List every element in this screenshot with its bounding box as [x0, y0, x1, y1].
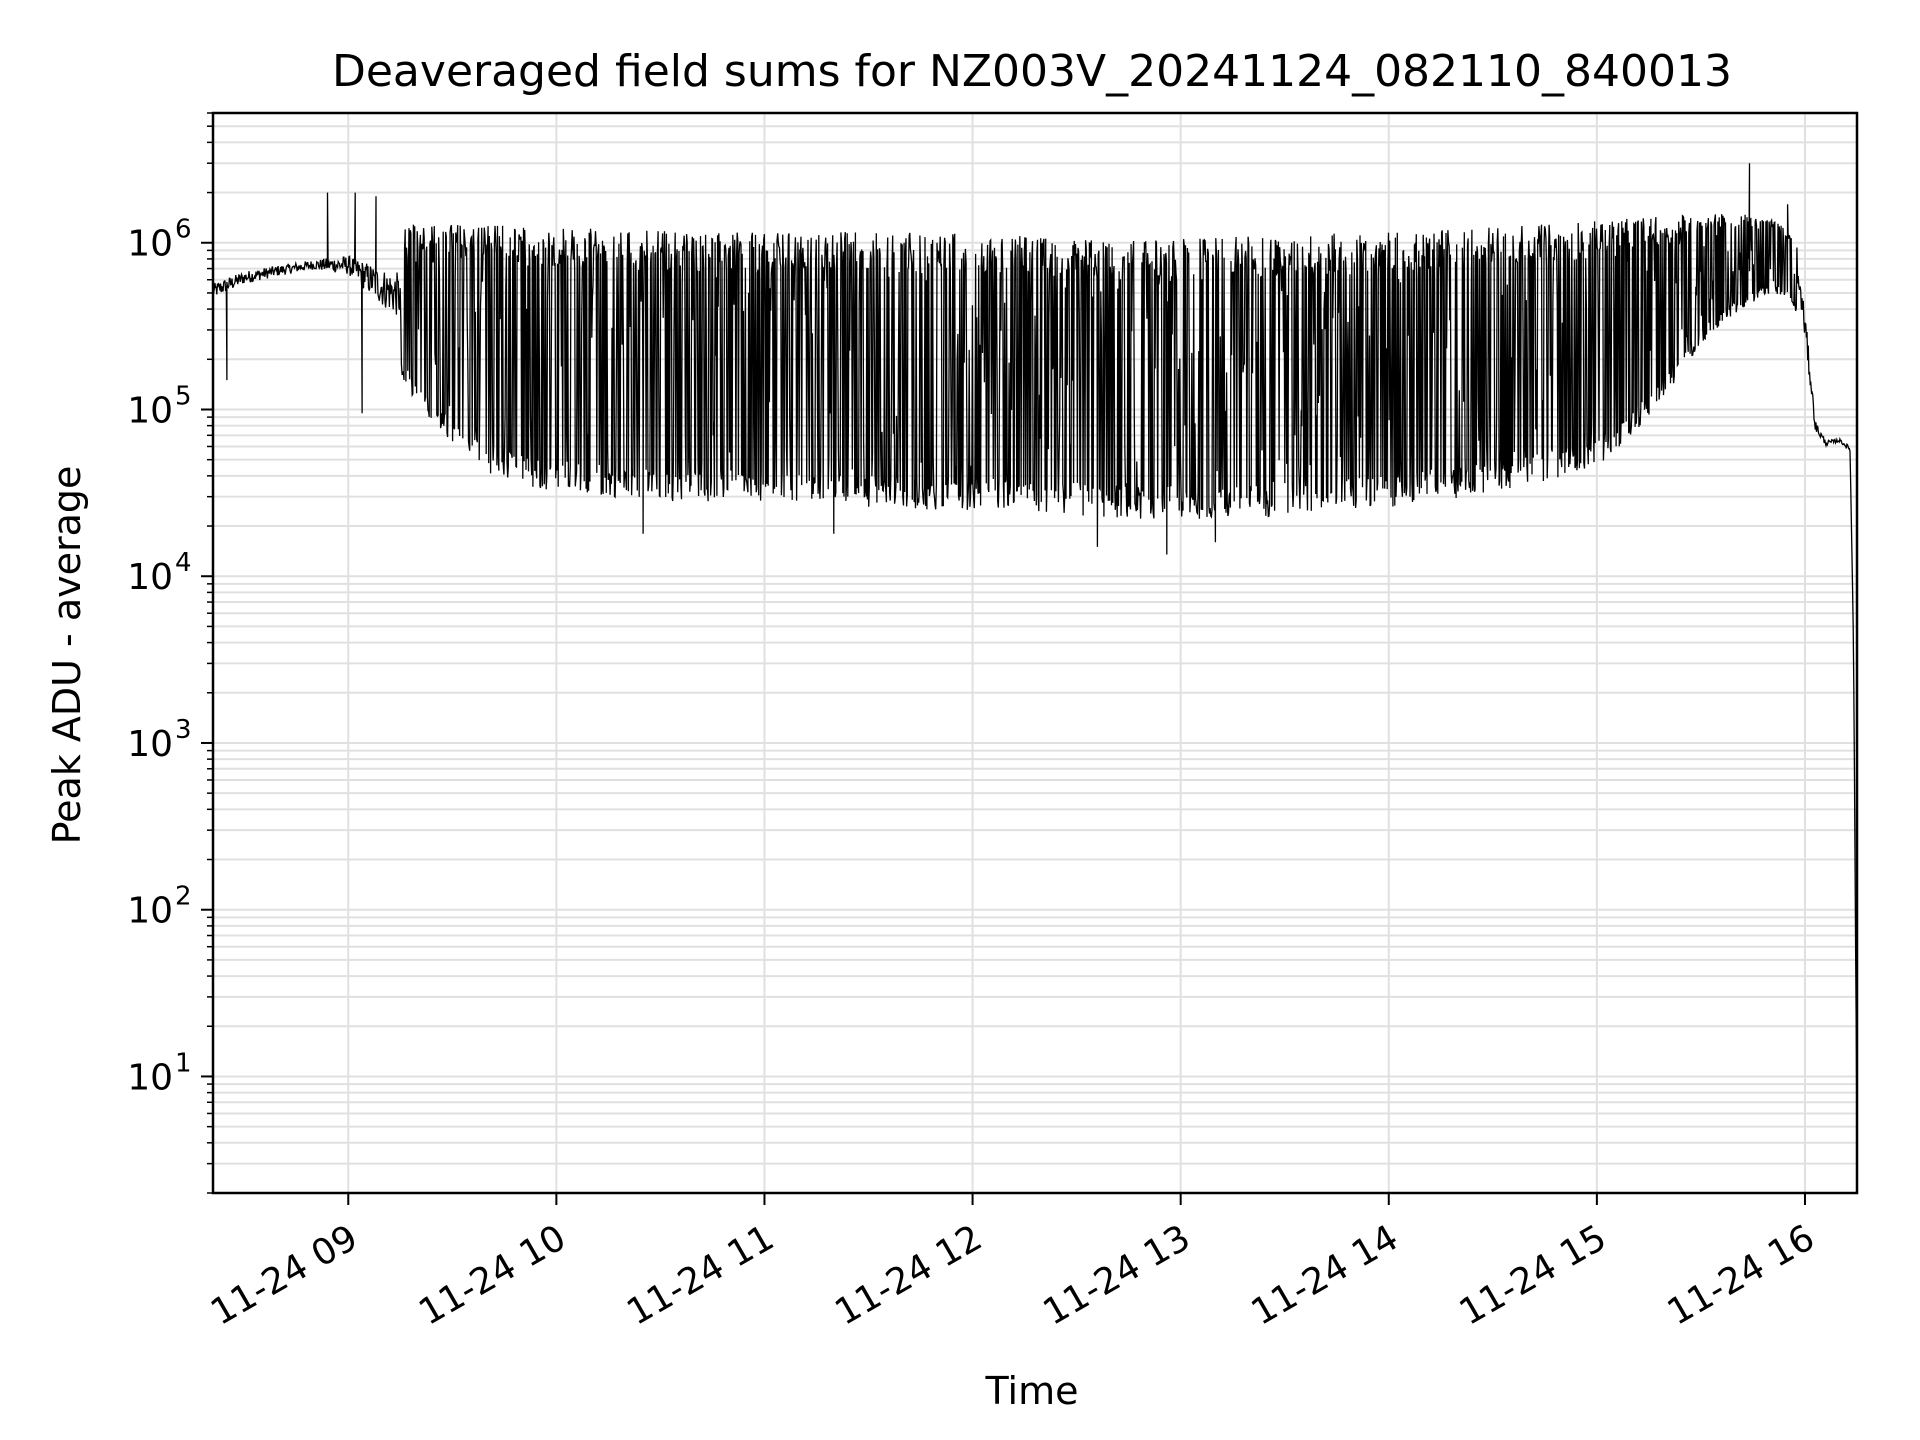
- x-axis-label: Time: [985, 1369, 1079, 1413]
- x-tick-label: 11-24 16: [1661, 1217, 1822, 1333]
- y-tick-exponent: 6: [175, 215, 192, 245]
- plot-frame: [211, 111, 1859, 1195]
- x-tick-label: 11-24 09: [204, 1217, 365, 1333]
- x-tick-label: 11-24 15: [1453, 1217, 1614, 1333]
- y-tick-exponent: 4: [175, 548, 192, 578]
- y-tick-label: 10: [127, 724, 173, 765]
- y-axis-label: Peak ADU - average: [45, 466, 89, 845]
- x-tick-label: 11-24 13: [1036, 1217, 1197, 1333]
- chart-title: Deaveraged field sums for NZ003V_2024112…: [332, 46, 1732, 97]
- y-tick-label: 10: [127, 390, 173, 431]
- y-tick-label: 10: [127, 891, 173, 932]
- y-tick-label: 10: [127, 224, 173, 265]
- x-tick-label: 11-24 11: [620, 1217, 781, 1333]
- y-tick-exponent: 5: [175, 381, 192, 411]
- y-tick-exponent: 3: [175, 715, 192, 745]
- series-line: [212, 163, 1858, 1143]
- x-tick-label: 11-24 10: [412, 1217, 573, 1333]
- x-tick-label: 11-24 12: [828, 1217, 989, 1333]
- y-tick-exponent: 1: [175, 1048, 192, 1078]
- y-tick-label: 10: [127, 557, 173, 598]
- y-tick-label: 10: [127, 1057, 173, 1098]
- series-path: [212, 163, 1858, 1143]
- x-tick-label: 11-24 14: [1245, 1217, 1406, 1333]
- y-tick-exponent: 2: [175, 882, 192, 912]
- x-axis: 11-24 09 11-24 10 11-24 11 11-24 12 11-24 13…: [204, 1193, 1821, 1334]
